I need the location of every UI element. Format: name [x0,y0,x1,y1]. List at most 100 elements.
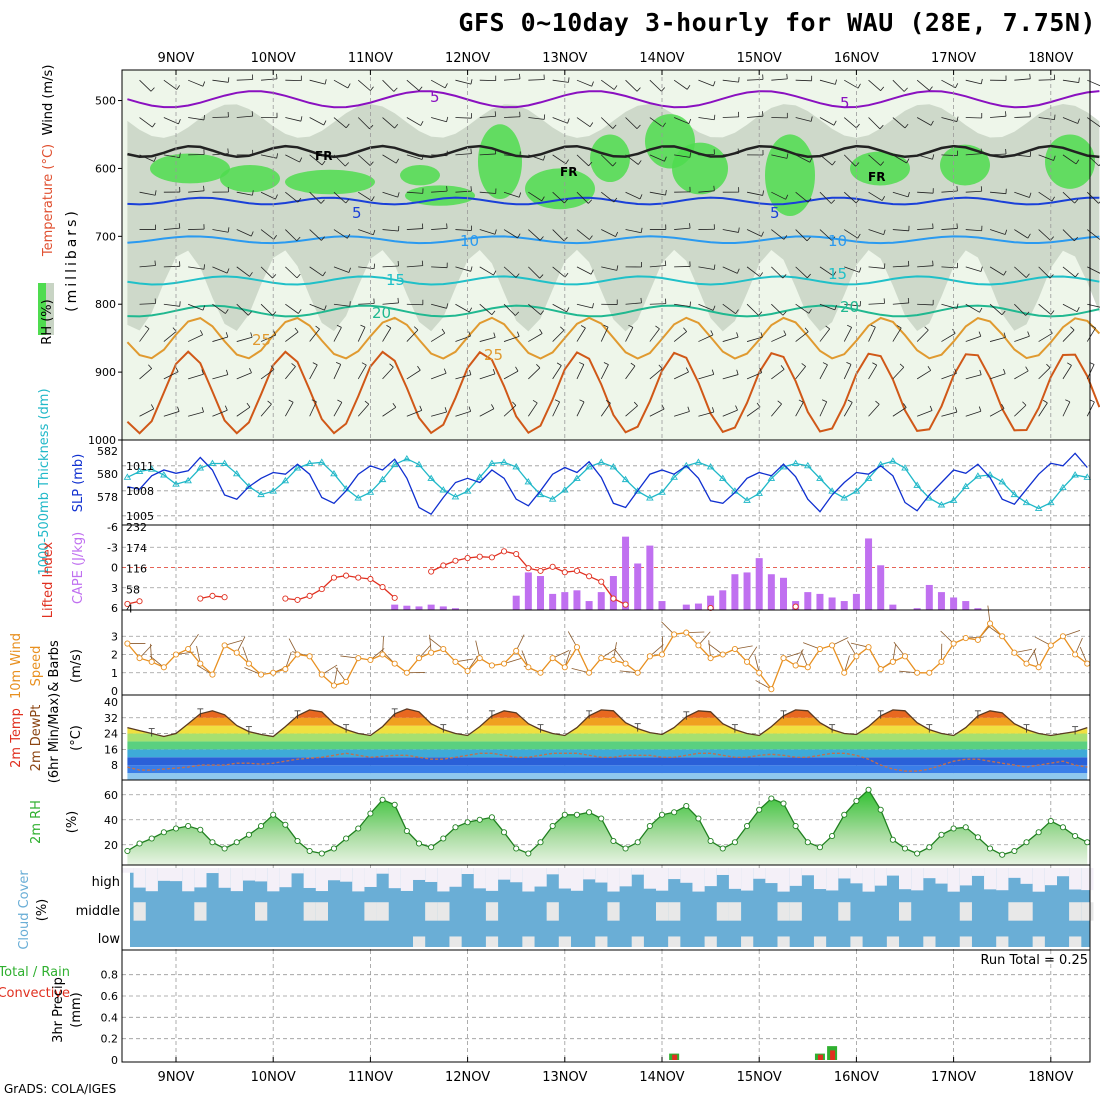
cloud-high-clear [437,868,450,892]
wind-barb [212,336,228,342]
wind-barb [795,402,804,417]
thickness-line-point [585,463,593,470]
wind-barb-flag [955,407,958,413]
wind-barb-flag [1025,366,1029,372]
wind-barb [1038,303,1052,315]
cloud-high-clear [789,868,802,886]
wind-barb-flag [468,406,472,412]
wind-barb [892,302,909,305]
upper-tick-label: 600 [95,162,116,175]
thickness-line-point [305,459,314,466]
freezing-level-line [127,144,1100,159]
rh2m-line-point [148,835,155,842]
wind-barb-flag [493,270,497,276]
wind-barb [188,303,204,311]
cloud-high-clear [376,868,389,874]
rh2m-line-point [452,824,459,831]
wind-barb-flag [275,194,278,200]
cloud-mid-clear [425,902,438,921]
wind-barb [479,115,496,118]
wind-barb-flag [655,325,660,330]
isotherm-label-25b: 25 [484,346,503,364]
wind-barb-flag [153,156,157,162]
wind-barb [1062,229,1075,242]
lifted-index-line-point [136,598,143,605]
temp-band [127,717,1088,726]
wind-barb [261,78,278,81]
wind-barb-flag [580,325,586,329]
wind-barb-flag [1091,325,1096,329]
wind-barb-flag [554,399,560,403]
cloud-high-clear [340,868,353,882]
cloud-mid-clear [1081,902,1094,921]
wind-barb [382,302,399,305]
wind-barb [431,117,447,123]
precip-tick-label: 0.4 [101,1011,119,1024]
wind-barb-flag [272,311,277,316]
wind-barb-flag [298,309,302,314]
wind-barb-flag [517,233,521,239]
wind-barb-flag [1051,196,1055,202]
wind-barb-flag [296,236,301,242]
wind-barb-flag [883,229,886,235]
thickness-line-point [561,486,569,493]
wind-barb [455,229,472,231]
thickness-line-point [293,464,302,471]
temp-band [127,708,1088,710]
wind-barb [868,266,885,269]
wind-barb-flag [337,399,343,403]
wind-barb [528,191,543,202]
rh-high-region [150,153,230,184]
wind10-speed-line-point [792,662,799,669]
thickness-line-point [682,461,691,469]
wind-barb-flag [1042,399,1048,404]
wind-barb-flag [273,330,277,336]
freezing-label: FR [868,170,885,184]
wind-barb-flag [930,120,934,126]
cape-bar [804,592,812,610]
wind-barb [406,79,420,91]
wind-barb [989,229,1006,235]
cloud-low-clear [413,936,426,947]
cape-bar [707,595,715,610]
wind-barb [601,79,615,90]
cloud-high-clear [996,868,1009,891]
date-label-bottom: 10NOV [251,1070,296,1085]
wind-barb [843,191,857,204]
wind10-speed-line-point [1011,649,1018,656]
wind-barb-flag [831,199,836,204]
wind-barb-flag [1049,274,1054,279]
cloud-high-clear [145,868,158,892]
rh2m-line-point [391,801,398,808]
cloud-high-clear [813,868,827,890]
wind-barb-flag [515,273,520,278]
thickness-line-point [184,476,192,484]
wind-barb-flag [565,159,569,165]
wind-barb [212,79,229,83]
wind-barb-flag [321,160,326,166]
wind-barb-flag [556,362,562,366]
wind10-speed-line-point [610,656,617,664]
wind-panel-frame [121,609,1091,696]
wind-barb-flag [737,148,740,154]
lifted-index-line-point [525,565,532,572]
thickness-line-point [354,494,363,501]
rh-tick-label: 20 [104,839,118,852]
wind-barb-flag [494,229,497,235]
wind-barb [868,229,884,235]
precip-panel-frame [121,949,1091,1063]
wind-barb-flag [979,369,982,375]
rh-high-region [590,134,630,183]
rh2m-line-point [1072,832,1079,840]
wind-barb-flag [712,305,716,311]
thickness-line-point [633,487,642,494]
thickness-line-point [901,464,909,471]
isotherm-label-5b: 5 [770,204,780,222]
wind-barb [187,79,204,87]
wind-barb [431,190,448,193]
thickness-line-point [864,474,873,481]
wind-barb [285,191,299,203]
thickness-line-point [816,474,824,481]
wind-barb-flag [320,199,325,204]
wind-barb-flag [1070,326,1075,331]
